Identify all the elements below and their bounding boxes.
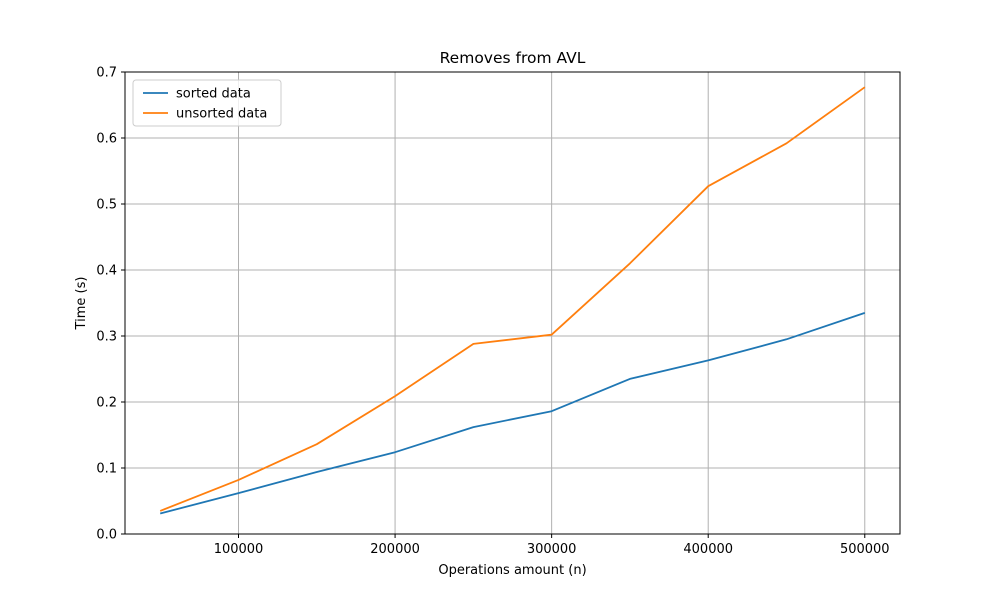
x-axis-label: Operations amount (n)	[438, 563, 586, 578]
x-tick-label: 400000	[683, 542, 733, 557]
grid	[125, 71, 900, 535]
legend: sorted data unsorted data	[132, 79, 282, 127]
y-tick-label: 0.0	[96, 528, 117, 543]
y-tick-label: 0.1	[96, 462, 117, 477]
legend-box	[132, 79, 282, 127]
y-tick-label: 0.6	[96, 132, 117, 147]
y-tick-label: 0.3	[96, 330, 117, 345]
chart-title: Removes from AVL	[440, 49, 586, 67]
y-axis-label: Time (s)	[74, 277, 89, 331]
legend-label-1: unsorted data	[176, 107, 267, 122]
y-tick-label: 0.4	[96, 264, 117, 279]
series-layer	[159, 86, 866, 515]
y-tick-label: 0.7	[96, 66, 117, 81]
y-tick-label: 0.2	[96, 396, 117, 411]
series-line-0	[159, 312, 866, 515]
x-tick-label: 100000	[214, 542, 264, 557]
plot-frame	[124, 71, 901, 535]
x-tick-label: 300000	[527, 542, 577, 557]
x-tick-label: 500000	[840, 542, 890, 557]
series-line-1	[159, 86, 866, 512]
x-tick-label: 200000	[370, 542, 420, 557]
ticks: 100000 200000 300000 400000 500000 0.0 0.1 0.2 0…	[96, 66, 889, 558]
y-tick-label: 0.5	[96, 198, 117, 213]
legend-label-0: sorted data	[176, 87, 251, 102]
